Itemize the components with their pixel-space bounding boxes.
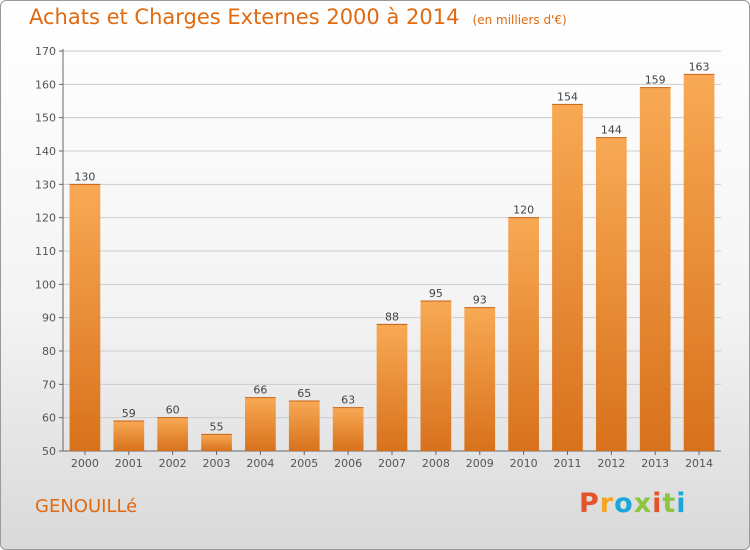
data-label-2002: 60 [166,404,180,417]
bar-2004 [245,397,276,451]
bar-2013 [639,87,671,452]
bar-2012 [595,137,627,451]
data-label-2007: 88 [385,310,399,323]
logo-letter: x [633,488,653,519]
logo-letter: o [614,488,634,519]
y-tick-label: 140 [35,145,56,158]
data-label-2000: 130 [74,170,95,183]
x-tick-label: 2003 [203,457,231,470]
axes: 50 60 70 80 90 100 110 120 130 140 150 160 170 2000 20… [35,45,721,470]
data-label-2004: 66 [253,384,267,397]
y-tick-label: 120 [35,212,56,225]
x-tick-label: 2002 [159,457,187,470]
x-tick-label: 2000 [71,457,99,470]
y-tick-label: 50 [42,445,56,458]
data-labels: 130 59 60 55 66 65 63 88 95 93 120 154 144 159 163 [74,60,709,433]
logo-letter: P [579,488,600,519]
logo-letter: i [676,488,687,519]
chart-title-block: Achats et Charges Externes 2000 à 2014 (… [29,5,567,29]
x-tick-label: 2009 [466,457,494,470]
bar-2001 [113,421,145,451]
bar-2003 [201,434,232,451]
bar-2002 [157,417,189,451]
y-tick-label: 170 [35,45,56,58]
logo-letter: r [599,488,615,519]
x-tick-label: 2008 [422,457,450,470]
bar-2010 [508,217,539,451]
chart-unit: (en milliers d'€) [472,13,567,27]
chart-title: Achats et Charges Externes 2000 à 2014 [29,5,460,29]
y-tick-label: 150 [35,112,56,125]
y-tick-label: 110 [35,245,56,258]
data-label-2009: 93 [473,294,487,307]
y-tick-label: 80 [42,345,56,358]
data-label-2008: 95 [429,287,443,300]
x-tick-label: 2007 [378,457,406,470]
data-label-2003: 55 [210,420,224,433]
x-tick-label: 2012 [597,457,625,470]
y-tick-label: 130 [35,178,56,191]
data-label-2010: 120 [513,204,534,217]
data-label-2014: 163 [689,60,710,73]
y-tick-label: 90 [42,312,56,325]
logo-letter: i [652,488,663,519]
data-label-2001: 59 [122,407,136,420]
x-tick-label: 2010 [510,457,538,470]
x-tick-label: 2006 [334,457,362,470]
logo-letter: t [662,488,677,519]
y-tick-label: 60 [42,412,56,425]
bar-2007 [376,324,408,451]
data-label-2011: 154 [557,90,578,103]
bar-2009 [464,307,496,451]
data-label-2012: 144 [601,124,622,137]
bar-2011 [552,104,583,451]
bars [69,73,715,452]
y-tick-label: 100 [35,278,56,291]
bar-2008 [420,301,452,451]
bar-2005 [288,401,320,451]
x-tick-label: 2004 [246,457,274,470]
x-tick-label: 2005 [290,457,318,470]
bar-2006 [332,407,364,451]
x-tick-label: 2013 [641,457,669,470]
data-label-2005: 65 [297,387,311,400]
y-tick-label: 160 [35,78,56,91]
y-tick-label: 70 [42,378,56,391]
bar-2014 [683,74,715,451]
data-label-2006: 63 [341,394,355,407]
x-tick-label: 2014 [685,457,713,470]
proxiti-logo: Proxiti [579,488,687,519]
data-label-2013: 159 [645,74,666,87]
bar-2000 [69,184,101,452]
commune-name: GENOUILLé [35,496,138,517]
x-tick-label: 2011 [553,457,581,470]
x-tick-label: 2001 [115,457,143,470]
